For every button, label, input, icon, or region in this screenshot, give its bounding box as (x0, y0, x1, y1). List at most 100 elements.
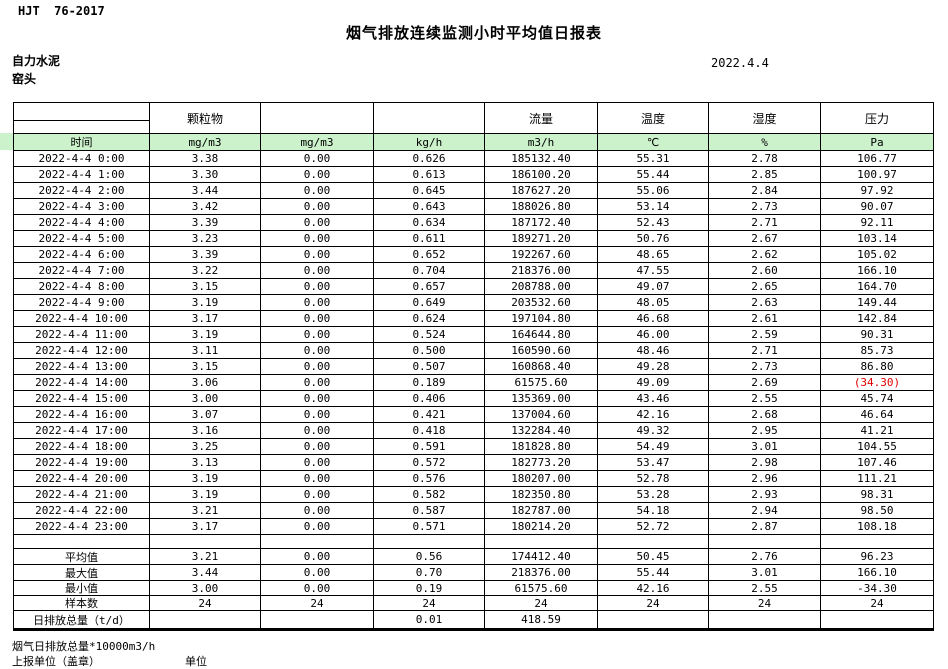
cell-value[interactable]: 52.72 (598, 519, 709, 535)
cell-value[interactable]: 0.582 (374, 487, 485, 503)
cell-value[interactable]: 2.73 (709, 359, 821, 375)
cell-value[interactable]: 55.31 (598, 151, 709, 167)
cell-label[interactable]: 2022-4-4 6:00 (14, 247, 150, 263)
cell-label[interactable]: 2022-4-4 16:00 (14, 407, 150, 423)
unit-m3h[interactable]: m3/h (485, 134, 598, 151)
cell-value[interactable]: 3.19 (150, 295, 261, 311)
cell-value[interactable]: 166.10 (821, 263, 934, 279)
cell-value[interactable]: 0.00 (261, 487, 374, 503)
summary-cell-value[interactable]: 55.44 (598, 565, 709, 581)
cell-value[interactable]: 53.47 (598, 455, 709, 471)
summary-cell-value[interactable]: 3.21 (150, 549, 261, 565)
cell-value[interactable]: 0.00 (261, 375, 374, 391)
summary-cell-value[interactable]: 24 (374, 596, 485, 611)
summary-cell-value[interactable]: 24 (821, 596, 934, 611)
cell-value[interactable]: 142.84 (821, 311, 934, 327)
cell-label[interactable]: 2022-4-4 12:00 (14, 343, 150, 359)
cell-value[interactable]: 48.65 (598, 247, 709, 263)
blank-cell[interactable] (374, 535, 485, 549)
unit-mgm3-2[interactable]: mg/m3 (261, 134, 374, 151)
blank-cell[interactable] (821, 535, 934, 549)
cell-value[interactable]: 98.31 (821, 487, 934, 503)
cell-value[interactable]: 2.93 (709, 487, 821, 503)
cell-value[interactable]: 203532.60 (485, 295, 598, 311)
cell-value[interactable]: 192267.60 (485, 247, 598, 263)
cell-value[interactable]: 0.645 (374, 183, 485, 199)
cell-value[interactable]: 0.00 (261, 183, 374, 199)
header-time-top-cell[interactable] (14, 103, 149, 121)
summary-cell-value[interactable]: 2.76 (709, 549, 821, 565)
summary-cell-value[interactable]: 0.00 (261, 565, 374, 581)
cell-value[interactable]: 0.611 (374, 231, 485, 247)
cell-label[interactable]: 2022-4-4 21:00 (14, 487, 150, 503)
unit-percent[interactable]: % (709, 134, 821, 151)
cell-value[interactable]: 0.00 (261, 359, 374, 375)
cell-value[interactable]: 188026.80 (485, 199, 598, 215)
unit-pa[interactable]: Pa (821, 134, 934, 151)
cell-value[interactable]: (34.30) (821, 375, 934, 391)
cell-value[interactable]: 0.572 (374, 455, 485, 471)
summary-cell-label[interactable]: 最大值 (14, 565, 150, 581)
summary-cell-value[interactable]: 0.00 (261, 549, 374, 565)
cell-value[interactable]: 2.68 (709, 407, 821, 423)
cell-value[interactable]: 0.00 (261, 471, 374, 487)
cell-value[interactable]: 160590.60 (485, 343, 598, 359)
blank-cell[interactable] (261, 535, 374, 549)
cell-value[interactable]: 0.00 (261, 199, 374, 215)
blank-cell[interactable] (485, 535, 598, 549)
summary-cell-value[interactable]: 0.56 (374, 549, 485, 565)
cell-value[interactable]: 42.16 (598, 407, 709, 423)
summary-cell-value[interactable] (261, 611, 374, 629)
cell-value[interactable]: 0.421 (374, 407, 485, 423)
cell-value[interactable]: 90.07 (821, 199, 934, 215)
header-group-particulate[interactable]: 颗粒物 (150, 103, 261, 134)
cell-value[interactable]: 3.15 (150, 359, 261, 375)
cell-value[interactable]: 0.00 (261, 439, 374, 455)
cell-value[interactable]: 3.44 (150, 183, 261, 199)
cell-label[interactable]: 2022-4-4 3:00 (14, 199, 150, 215)
cell-value[interactable]: 3.16 (150, 423, 261, 439)
cell-value[interactable]: 54.49 (598, 439, 709, 455)
cell-label[interactable]: 2022-4-4 20:00 (14, 471, 150, 487)
summary-cell-value[interactable] (709, 611, 821, 629)
cell-value[interactable]: 3.00 (150, 391, 261, 407)
cell-label[interactable]: 2022-4-4 7:00 (14, 263, 150, 279)
cell-value[interactable]: 187627.20 (485, 183, 598, 199)
cell-value[interactable]: 3.17 (150, 311, 261, 327)
header-group-humidity[interactable]: 湿度 (709, 103, 821, 134)
cell-value[interactable]: 3.07 (150, 407, 261, 423)
cell-label[interactable]: 2022-4-4 11:00 (14, 327, 150, 343)
header-group-flow[interactable]: 流量 (485, 103, 598, 134)
summary-cell-value[interactable] (821, 611, 934, 629)
cell-value[interactable]: 0.524 (374, 327, 485, 343)
cell-value[interactable]: 0.657 (374, 279, 485, 295)
cell-value[interactable]: 2.62 (709, 247, 821, 263)
cell-value[interactable]: 186100.20 (485, 167, 598, 183)
cell-value[interactable]: 45.74 (821, 391, 934, 407)
cell-value[interactable]: 49.32 (598, 423, 709, 439)
cell-value[interactable]: 3.17 (150, 519, 261, 535)
summary-cell-value[interactable]: 0.00 (261, 581, 374, 596)
cell-value[interactable]: 0.576 (374, 471, 485, 487)
cell-value[interactable]: 90.31 (821, 327, 934, 343)
cell-value[interactable]: 48.46 (598, 343, 709, 359)
cell-value[interactable]: 3.01 (709, 439, 821, 455)
cell-value[interactable]: 0.624 (374, 311, 485, 327)
cell-value[interactable]: 180207.00 (485, 471, 598, 487)
cell-label[interactable]: 2022-4-4 8:00 (14, 279, 150, 295)
cell-value[interactable]: 2.59 (709, 327, 821, 343)
summary-cell-value[interactable]: 0.70 (374, 565, 485, 581)
cell-value[interactable]: 185132.40 (485, 151, 598, 167)
cell-value[interactable]: 2.85 (709, 167, 821, 183)
cell-value[interactable]: 0.00 (261, 455, 374, 471)
cell-value[interactable]: 0.643 (374, 199, 485, 215)
cell-value[interactable]: 43.46 (598, 391, 709, 407)
cell-value[interactable]: 2.60 (709, 263, 821, 279)
cell-value[interactable]: 3.13 (150, 455, 261, 471)
cell-value[interactable]: 0.571 (374, 519, 485, 535)
unit-mgm3-1[interactable]: mg/m3 (150, 134, 261, 151)
cell-value[interactable]: 0.652 (374, 247, 485, 263)
cell-value[interactable]: 135369.00 (485, 391, 598, 407)
cell-value[interactable]: 2.87 (709, 519, 821, 535)
cell-value[interactable]: 0.406 (374, 391, 485, 407)
